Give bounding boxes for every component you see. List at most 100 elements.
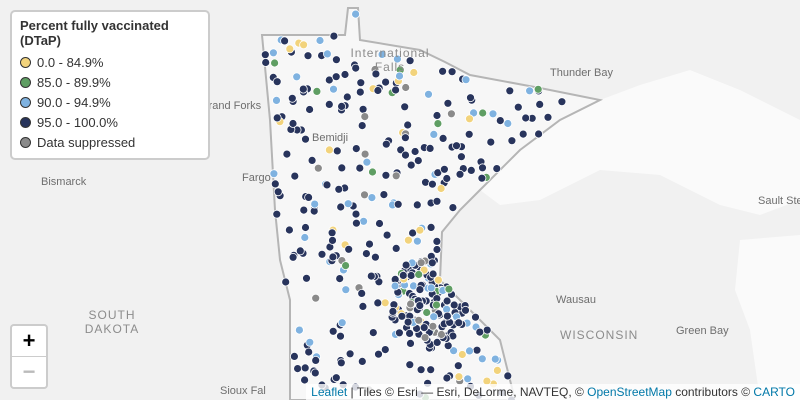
zoom-in[interactable]: + [22,328,36,353]
site-dot[interactable] [513,102,523,112]
site-dot[interactable] [284,225,294,235]
zoom-out[interactable]: − [12,356,46,387]
attribution-link[interactable]: Leaflet [311,385,348,399]
site-dot[interactable] [300,375,310,385]
site-dot[interactable] [377,50,387,59]
site-dot[interactable] [424,89,433,99]
site-dot[interactable] [305,105,315,114]
site-dot[interactable] [337,102,347,111]
site-dot[interactable] [393,199,403,209]
site-dot[interactable] [438,133,448,143]
site-dot[interactable] [400,102,410,112]
site-dot[interactable] [452,141,461,151]
site-dot[interactable] [391,171,401,181]
site-dot[interactable] [438,66,448,76]
site-dot[interactable] [478,108,488,118]
site-dot[interactable] [341,261,351,271]
site-dot[interactable] [317,249,327,259]
site-dot[interactable] [486,137,496,147]
site-dot[interactable] [403,317,413,327]
site-dot[interactable] [518,129,528,139]
site-dot[interactable] [272,209,282,219]
site-dot[interactable] [503,119,513,128]
site-dot[interactable] [448,203,458,213]
site-dot[interactable] [270,58,280,68]
site-dot[interactable] [533,84,543,94]
site-dot[interactable] [375,219,384,228]
site-dot[interactable] [428,321,438,331]
site-dot[interactable] [469,108,479,118]
site-dot[interactable] [272,96,281,105]
site-dot[interactable] [361,249,371,259]
site-dot[interactable] [280,36,290,46]
site-dot[interactable] [282,149,292,159]
site-dot[interactable] [382,230,392,240]
site-dot[interactable] [351,209,361,219]
site-dot[interactable] [415,301,425,311]
site-dot[interactable] [322,180,332,190]
site-dot[interactable] [301,134,310,144]
site-dot[interactable] [366,271,376,281]
site-dot[interactable] [412,236,422,246]
site-dot[interactable] [295,246,305,256]
site-dot[interactable] [331,55,341,65]
site-dot[interactable] [287,93,297,103]
site-dot[interactable] [344,244,354,254]
site-dot[interactable] [432,196,442,206]
site-dot[interactable] [381,139,391,149]
attribution-link[interactable]: OpenStreetMap [587,385,672,399]
site-dot[interactable] [432,337,442,347]
site-dot[interactable] [521,113,531,123]
site-dot[interactable] [454,372,464,382]
site-dot[interactable] [261,58,271,67]
site-dot[interactable] [405,360,415,370]
site-dot[interactable] [268,48,278,58]
site-dot[interactable] [368,167,377,177]
site-dot[interactable] [272,113,282,123]
site-dot[interactable] [507,136,517,146]
site-dot[interactable] [299,205,309,215]
site-dot[interactable] [334,184,344,194]
site-dot[interactable] [304,192,314,202]
site-dot[interactable] [447,67,457,77]
site-dot[interactable] [471,312,480,322]
site-dot[interactable] [401,260,411,270]
site-dot[interactable] [285,44,295,54]
site-dot[interactable] [368,328,378,338]
site-dot[interactable] [374,349,383,359]
site-dot[interactable] [465,114,474,124]
site-dot[interactable] [405,56,415,66]
site-dot[interactable] [416,365,426,375]
site-dot[interactable] [477,354,487,364]
site-dot[interactable] [360,112,370,121]
site-dot[interactable] [429,129,439,139]
site-dot[interactable] [312,87,322,96]
site-dot[interactable] [535,100,545,109]
site-dot[interactable] [358,104,368,114]
site-dot[interactable] [466,93,475,103]
site-dot[interactable] [360,149,370,159]
site-dot[interactable] [336,358,346,368]
site-dot[interactable] [465,346,474,356]
site-dot[interactable] [463,374,473,384]
site-dot[interactable] [413,156,423,166]
site-dot[interactable] [272,77,282,87]
site-dot[interactable] [304,347,314,357]
site-dot[interactable] [342,92,352,102]
site-dot[interactable] [461,305,470,315]
site-dot[interactable] [302,273,311,283]
site-dot[interactable] [311,293,321,303]
site-dot[interactable] [409,68,419,77]
site-dot[interactable] [477,173,487,183]
site-dot[interactable] [379,190,389,200]
site-dot[interactable] [408,228,418,238]
site-dot[interactable] [442,296,452,306]
site-dot[interactable] [425,143,435,153]
site-dot[interactable] [495,116,505,125]
site-dot[interactable] [293,364,303,374]
site-dot[interactable] [322,49,332,59]
site-dot[interactable] [337,318,347,328]
site-dot[interactable] [391,243,401,253]
site-dot[interactable] [482,325,492,335]
site-dot[interactable] [373,86,383,95]
